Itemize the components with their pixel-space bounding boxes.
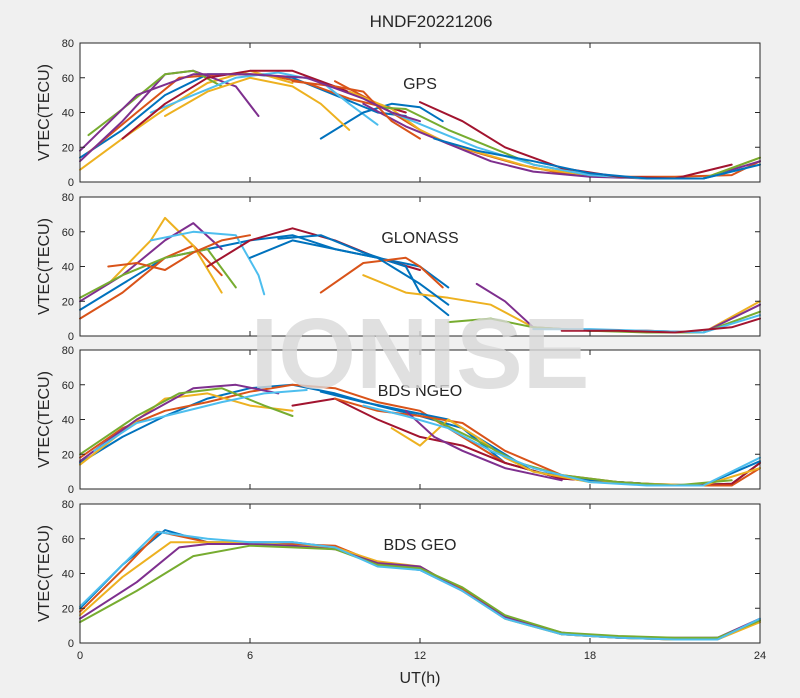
series-line-14	[560, 317, 761, 334]
y-tick-label: 0	[68, 638, 74, 650]
series-line-3	[107, 216, 223, 294]
series-line-15	[249, 239, 450, 306]
y-tick-label: 20	[62, 296, 74, 308]
y-tick-label: 0	[68, 484, 74, 496]
y-tick-label: 20	[62, 142, 74, 154]
series-line-6	[93, 389, 308, 452]
panel-glonass: 0 20 40 60 80 GLONASS VTEC(TECU)	[36, 192, 761, 343]
series-line-1	[79, 234, 450, 311]
x-tick-label: 0	[77, 650, 83, 662]
panel-bds-geo: 0 20 40 60 80 0 6 12 18 24 BDS GEO VTEC(TECU)	[36, 499, 766, 662]
series-line-13	[362, 404, 761, 487]
series-line-3	[79, 69, 294, 171]
y-axis-label: VTEC(TECU)	[36, 64, 53, 161]
series-line-5	[87, 69, 223, 137]
panel-gps: 0 20 40 60 80 GPS VTEC(TECU)	[36, 38, 761, 189]
y-tick-label: 60	[62, 73, 74, 85]
series-line-8	[319, 102, 444, 140]
y-tick-label: 80	[62, 345, 74, 357]
series-line-6	[149, 230, 266, 296]
x-axis-label: UT(h)	[400, 670, 441, 687]
panels: 020406080GPSVTEC(TECU)020406080GLONASSVT…	[36, 38, 766, 662]
plot-area	[80, 43, 760, 182]
y-tick-label: 80	[62, 192, 74, 204]
y-tick-label: 20	[62, 449, 74, 461]
plot-area	[80, 504, 760, 643]
y-axis-label: VTEC(TECU)	[36, 218, 53, 315]
y-tick-label: 80	[62, 38, 74, 50]
series-line-5	[79, 544, 761, 639]
panel-label: GLONASS	[381, 230, 458, 247]
series-line-4	[79, 383, 280, 463]
series-line-6	[79, 530, 761, 641]
x-tick-label: 24	[754, 650, 766, 662]
series-line-9	[319, 256, 444, 294]
series-line-16	[291, 80, 421, 140]
y-tick-label: 60	[62, 534, 74, 546]
x-tick-label: 18	[584, 650, 596, 662]
y-tick-label: 0	[68, 331, 74, 343]
y-tick-label: 60	[62, 380, 74, 392]
series-line-11	[404, 409, 563, 482]
series-line-5	[79, 387, 294, 456]
y-tick-label: 40	[62, 108, 74, 120]
y-tick-label: 60	[62, 227, 74, 239]
series-line-17	[164, 76, 351, 131]
x-tick-label: 12	[414, 650, 426, 662]
chart-title: HNDF20221206	[370, 12, 493, 31]
panel-label: BDS GEO	[384, 537, 457, 554]
x-tick-label: 6	[247, 650, 253, 662]
y-tick-label: 40	[62, 262, 74, 274]
y-tick-label: 20	[62, 603, 74, 615]
panel-label: BDS NGEO	[378, 383, 462, 400]
y-tick-label: 40	[62, 415, 74, 427]
series-line-16	[107, 234, 251, 271]
series-line-6	[149, 71, 379, 126]
y-tick-label: 80	[62, 499, 74, 511]
panel-bds-ngeo: 0 20 40 60 80 BDS NGEO VTEC(TECU)	[36, 345, 761, 496]
y-axis-label: VTEC(TECU)	[36, 525, 53, 622]
y-tick-label: 40	[62, 569, 74, 581]
y-axis-label: VTEC(TECU)	[36, 371, 53, 468]
series-line-18	[79, 73, 421, 152]
panel-label: GPS	[403, 76, 437, 93]
watermark-text: IONISE	[251, 298, 590, 410]
y-tick-label: 0	[68, 177, 74, 189]
series-line-15	[433, 137, 761, 180]
